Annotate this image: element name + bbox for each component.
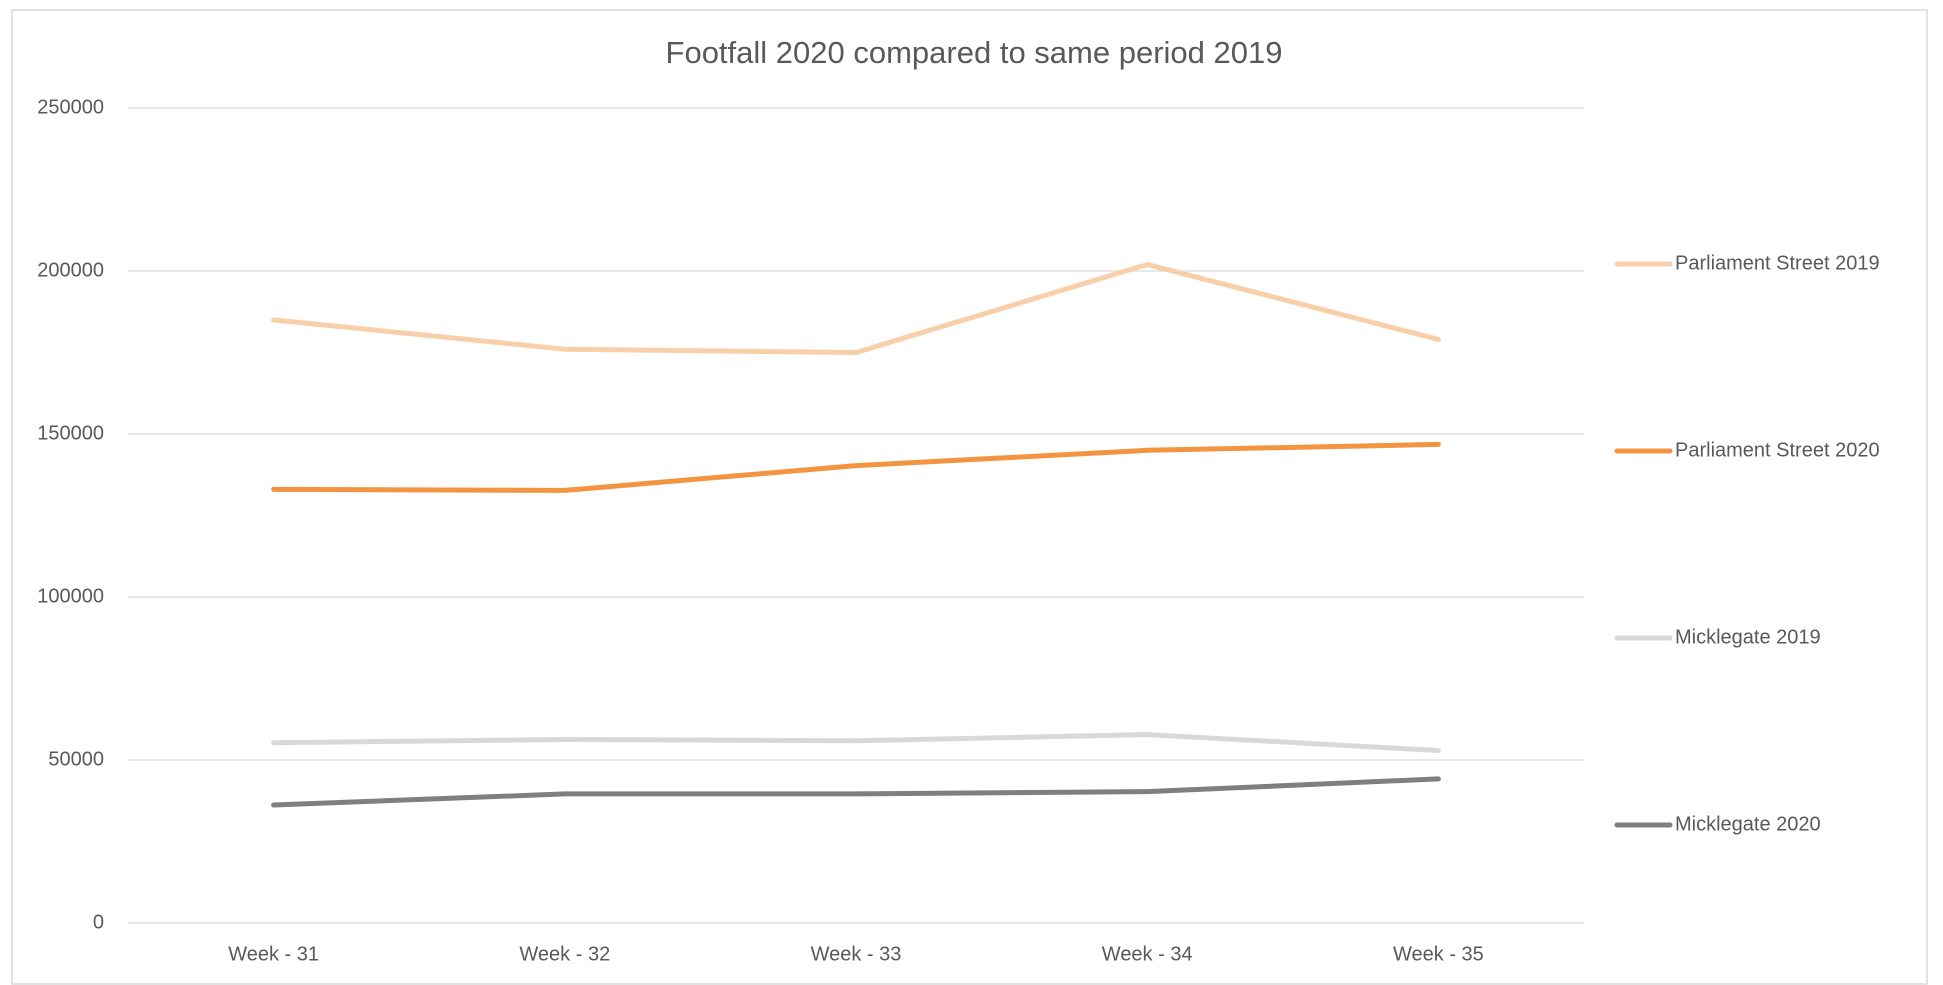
x-tick-label: Week - 33 — [811, 943, 902, 965]
legend-label: Parliament Street 2020 — [1675, 439, 1880, 461]
x-tick-label: Week - 35 — [1393, 943, 1484, 965]
y-tick-label: 150000 — [37, 422, 104, 444]
y-tick-label: 200000 — [37, 259, 104, 281]
x-tick-label: Week - 32 — [519, 943, 610, 965]
line-series — [271, 261, 1441, 355]
y-tick-label: 0 — [93, 911, 104, 933]
x-tick-label: Week - 31 — [228, 943, 319, 965]
legend-label: Micklegate 2020 — [1675, 813, 1821, 835]
legend-label: Parliament Street 2019 — [1675, 252, 1880, 274]
chart-title: Footfall 2020 compared to same period 20… — [666, 35, 1283, 70]
line-series — [271, 776, 1441, 808]
x-tick-label: Week - 34 — [1102, 943, 1193, 965]
y-tick-label: 100000 — [37, 585, 104, 607]
legend-label: Micklegate 2019 — [1675, 626, 1821, 648]
line-series — [271, 732, 1441, 754]
y-tick-label: 250000 — [37, 96, 104, 118]
y-tick-label: 50000 — [48, 748, 104, 770]
chart-frame — [11, 9, 1928, 985]
line-series — [271, 441, 1441, 493]
